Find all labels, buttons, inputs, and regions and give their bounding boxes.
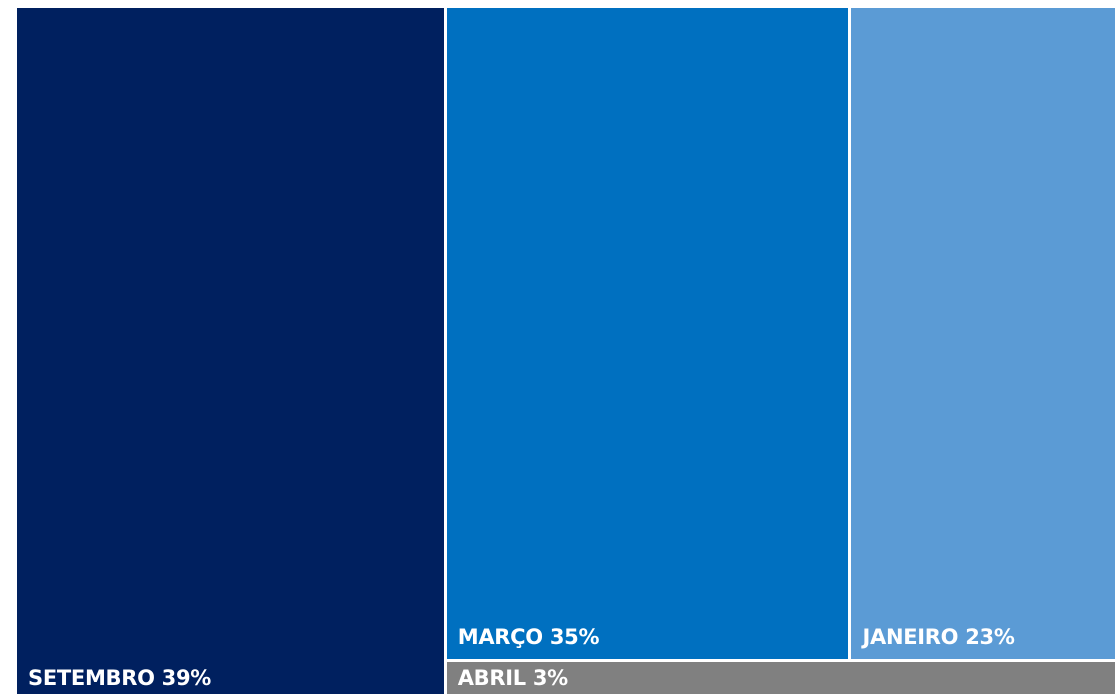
tile-marco: MARÇO 35% <box>446 8 849 659</box>
tile-abril: ABRIL 3% <box>446 661 1115 694</box>
tile-janeiro: JANEIRO 23% <box>851 8 1115 659</box>
tile-label-marco: MARÇO 35% <box>457 624 600 649</box>
tile-label-abril: ABRIL 3% <box>457 665 569 690</box>
tile-setembro: SETEMBRO 39% <box>17 8 444 694</box>
tile-label-janeiro: JANEIRO 23% <box>862 624 1015 649</box>
tile-label-setembro: SETEMBRO 39% <box>28 666 212 690</box>
